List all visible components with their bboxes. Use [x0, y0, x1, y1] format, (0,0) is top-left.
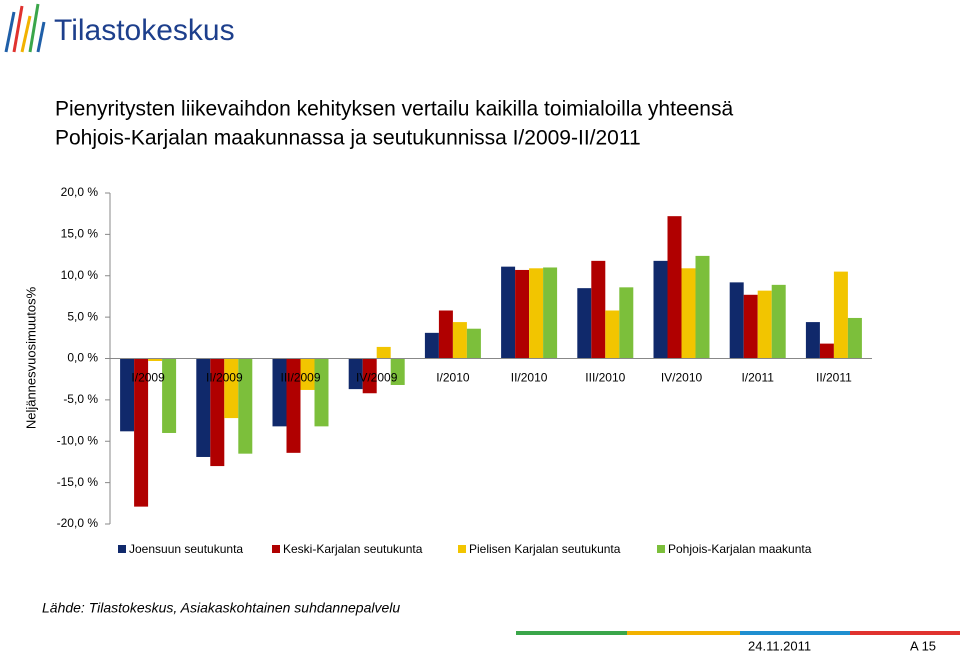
y-tick-label: 15,0 %: [61, 227, 99, 241]
bar: [591, 260, 606, 359]
bar: [134, 358, 149, 507]
legend-label: Pielisen Karjalan seutukunta: [469, 542, 621, 556]
x-tick-label: IV/2009: [356, 371, 398, 385]
bar: [466, 328, 481, 359]
source: Lähde: Tilastokeskus, Asiakaskohtainen s…: [42, 600, 400, 616]
bar: [757, 290, 772, 359]
bar: [148, 358, 163, 361]
bar: [529, 268, 544, 359]
bar: [348, 358, 363, 390]
chart-title: Pohjois-Karjalan maakunnassa ja seutukun…: [55, 127, 641, 150]
bar: [729, 282, 744, 359]
x-tick-label: I/2009: [131, 371, 165, 385]
footer-date: 24.11.2011: [748, 638, 811, 653]
bar: [819, 343, 834, 359]
bar: [272, 358, 287, 427]
bar: [681, 268, 696, 359]
bar: [238, 358, 253, 454]
legend-swatch: [657, 545, 665, 553]
bar: [667, 216, 682, 359]
x-tick-label: IV/2010: [661, 371, 703, 385]
y-tick-label: -5,0 %: [63, 392, 98, 406]
logo-icon: [4, 3, 46, 53]
legend-label: Keski-Karjalan seutukunta: [283, 542, 423, 556]
bar: [695, 255, 710, 359]
legend-swatch: [458, 545, 466, 553]
bar: [314, 358, 329, 427]
bar: [619, 287, 634, 359]
bar: [224, 358, 239, 419]
legend-swatch: [118, 545, 126, 553]
x-tick-label: II/2009: [206, 371, 243, 385]
y-tick-label: -10,0 %: [57, 433, 99, 447]
y-tick-label: 5,0 %: [67, 309, 98, 323]
footer-page: A 15: [910, 638, 936, 653]
bar: [196, 358, 211, 457]
legend-swatch: [272, 545, 280, 553]
bar: [847, 317, 862, 359]
x-tick-label: I/2011: [741, 371, 774, 385]
y-tick-label: 10,0 %: [61, 268, 99, 282]
bar: [376, 346, 391, 359]
bar: [424, 332, 439, 359]
bar: [286, 358, 301, 453]
y-tick-label: -20,0 %: [57, 516, 99, 530]
x-tick-label: II/2011: [816, 371, 852, 385]
bar: [120, 358, 135, 432]
bar: [300, 358, 315, 390]
y-tick-label: -15,0 %: [57, 475, 99, 489]
bar: [390, 358, 405, 385]
bar: [501, 266, 516, 359]
bar: [805, 322, 820, 359]
bar: [162, 358, 177, 433]
logo-text: Tilastokeskus: [54, 14, 235, 47]
bar: [362, 358, 377, 394]
legend-label: Joensuun seutukunta: [129, 542, 243, 556]
bar: [605, 310, 620, 359]
x-tick-label: I/2010: [436, 371, 470, 385]
y-axis-label: Neljännesvuosimuutos%: [23, 286, 38, 429]
chart-title: Pienyritysten liikevaihdon kehityksen ve…: [55, 98, 733, 121]
bar: [833, 271, 848, 359]
bar: [210, 358, 225, 467]
bar: [438, 310, 453, 359]
bar: [515, 269, 530, 359]
x-tick-label: III/2010: [585, 371, 625, 385]
bar: [452, 322, 467, 359]
y-tick-label: 0,0 %: [67, 351, 98, 365]
bar: [577, 288, 592, 359]
y-tick-label: 20,0 %: [61, 185, 99, 199]
bar: [653, 260, 668, 359]
bar: [543, 267, 558, 359]
x-tick-label: II/2010: [511, 371, 548, 385]
x-tick-label: III/2009: [280, 371, 320, 385]
bar: [743, 294, 758, 359]
bar: [771, 284, 786, 359]
legend-label: Pohjois-Karjalan maakunta: [668, 542, 812, 556]
